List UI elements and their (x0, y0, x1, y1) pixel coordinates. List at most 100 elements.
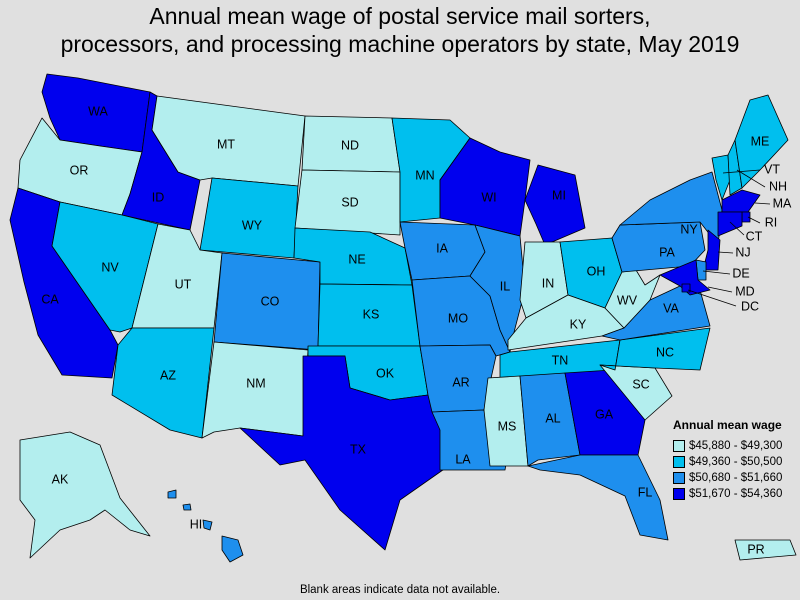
leader-line-vt (722, 169, 761, 174)
state-me (734, 94, 789, 189)
state-label-mo: MO (448, 311, 468, 325)
leader-line-ct (729, 221, 745, 236)
legend-swatch-2 (673, 456, 685, 468)
state-label-pa: PA (659, 245, 675, 259)
state-nj (702, 229, 721, 271)
state-nv (51, 201, 159, 333)
state-label-nv: NV (101, 260, 119, 274)
legend-item-4: $51,670 - $54,360 (673, 486, 798, 502)
state-label-nc: NC (656, 345, 674, 359)
leader-line-nj (717, 251, 734, 254)
state-label-nj: NJ (735, 245, 750, 259)
legend-range-4: $51,670 - $54,360 (689, 488, 783, 500)
state-hi (167, 489, 244, 563)
state-label-tx: TX (350, 442, 367, 456)
state-label-mn: MN (415, 168, 434, 182)
state-ct (717, 211, 743, 237)
leader-line-de (702, 270, 731, 275)
state-label-ok: OK (376, 366, 395, 380)
state-tx (239, 355, 451, 551)
state-label-md: MD (735, 284, 754, 298)
footnote: Blank areas indicate data not available. (299, 584, 501, 596)
state-label-ar: AR (452, 375, 469, 389)
legend-swatch-3 (673, 472, 685, 484)
state-label-nd: ND (341, 138, 359, 152)
state-label-ri: RI (765, 215, 778, 229)
legend-item-1: $45,880 - $49,300 (673, 438, 798, 454)
state-label-ny: NY (680, 222, 698, 236)
state-label-az: AZ (160, 368, 176, 382)
leader-line-ri (747, 216, 761, 224)
state-label-ca: CA (41, 292, 59, 306)
legend-range-1: $45,880 - $49,300 (689, 440, 783, 452)
state-label-pr: PR (747, 542, 764, 556)
legend-item-3: $50,680 - $51,660 (673, 470, 798, 486)
state-label-wy: WY (242, 218, 263, 232)
state-label-ia: IA (436, 241, 448, 255)
state-label-mt: MT (217, 137, 235, 151)
state-label-wv: WV (617, 293, 638, 307)
leader-line-dc (687, 289, 737, 307)
state-label-nm: NM (246, 376, 265, 390)
legend-item-2: $49,360 - $50,500 (673, 454, 798, 470)
state-label-la: LA (455, 452, 471, 466)
state-dc (681, 283, 691, 293)
state-label-ks: KS (363, 307, 380, 321)
state-ny (619, 171, 723, 246)
state-label-wa: WA (88, 104, 108, 118)
state-pr (734, 539, 797, 561)
legend-range-2: $49,360 - $50,500 (689, 456, 783, 468)
state-label-tn: TN (552, 353, 569, 367)
legend: Annual mean wage $45,880 - $49,300 $49,3… (673, 418, 798, 502)
state-label-or: OR (70, 163, 89, 177)
title-line-2: processors, and processing machine opera… (60, 31, 740, 57)
state-label-vt: VT (764, 162, 780, 176)
leader-line-md (707, 286, 733, 293)
state-label-hi: HI (190, 517, 203, 531)
state-fl (527, 454, 669, 541)
legend-swatch-4 (673, 488, 685, 500)
state-sd (294, 169, 401, 236)
state-md (659, 259, 711, 296)
map-title: Annual mean wage of postal service mail … (0, 2, 800, 58)
state-label-me: ME (751, 134, 770, 148)
state-label-ms: MS (498, 419, 517, 433)
legend-range-3: $50,680 - $51,660 (689, 472, 783, 484)
state-ak (19, 431, 151, 559)
state-mi (524, 164, 586, 246)
state-label-sd: SD (341, 195, 358, 209)
state-label-wi: WI (481, 190, 496, 204)
state-az (111, 327, 215, 439)
state-label-ct: CT (746, 229, 763, 243)
state-label-mi: MI (552, 188, 566, 202)
state-label-al: AL (545, 411, 560, 425)
state-il (469, 224, 526, 353)
state-label-dc: DC (741, 299, 759, 313)
state-label-va: VA (663, 301, 679, 315)
state-label-ga: GA (595, 407, 614, 421)
legend-swatch-1 (673, 440, 685, 452)
state-label-sc: SC (632, 377, 649, 391)
state-ms (483, 375, 529, 467)
title-line-1: Annual mean wage of postal service mail … (149, 3, 651, 29)
state-label-ak: AK (52, 472, 69, 486)
state-ma (721, 189, 761, 213)
state-mt (151, 95, 306, 187)
state-label-nh: NH (769, 179, 787, 193)
leader-line-nh (736, 169, 766, 188)
legend-title: Annual mean wage (673, 418, 782, 432)
state-label-id: ID (152, 190, 165, 204)
state-al (519, 372, 581, 467)
state-label-fl: FL (638, 485, 653, 499)
state-label-ut: UT (175, 277, 192, 291)
state-label-co: CO (261, 294, 280, 308)
leader-line-ma (754, 202, 771, 205)
state-label-oh: OH (587, 264, 606, 278)
state-label-in: IN (542, 276, 555, 290)
state-label-ne: NE (348, 252, 365, 266)
state-vt (711, 154, 731, 201)
state-label-ky: KY (570, 317, 587, 331)
state-label-il: IL (500, 279, 510, 293)
